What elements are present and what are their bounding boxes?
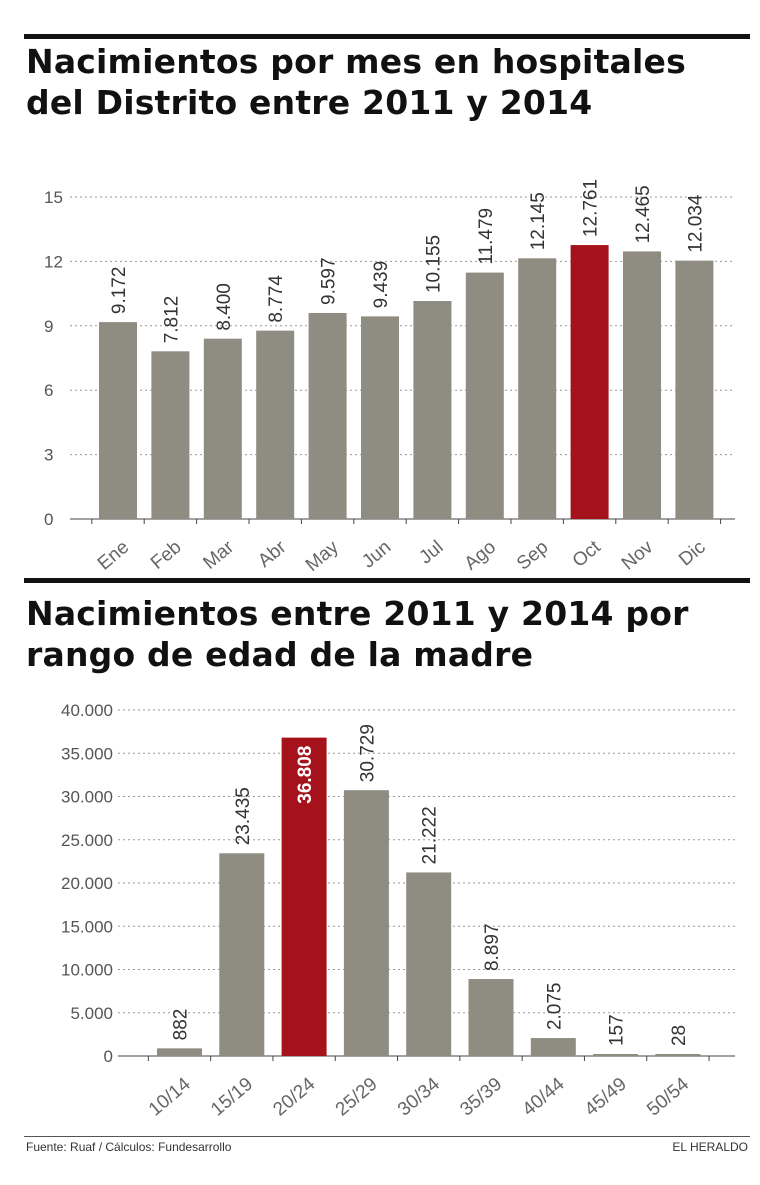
y-tick-label: 15 [44,188,63,207]
value-label-20-24: 36.808 [295,746,316,804]
value-label-Ene: 9.172 [109,267,130,315]
brand-label: EL HERALDO [672,1140,748,1154]
value-label-50-54: 28 [669,1025,690,1046]
value-label-Feb: 7.812 [161,296,182,344]
chart-births-by-mother-age: 0 5.000 10.000 15.000 20.000 25.000 30.000 35.0… [61,701,735,1121]
bar-50-54 [655,1054,701,1056]
value-label-10-14: 882 [171,1009,192,1041]
value-label-May: 9.597 [319,257,340,305]
y-tick-label: 10.000 [61,961,113,980]
category-label-Ago: Ago [461,537,500,575]
bar-Sep [518,258,557,519]
bar-Jun [361,316,399,519]
category-label-15-19: 15/19 [207,1074,257,1121]
value-label-15-19: 23.435 [233,787,254,845]
y-tick-label: 5.000 [70,1004,113,1023]
y-tick-label: 35.000 [61,744,113,763]
category-label-Abr: Abr [254,536,291,572]
value-label-Dic: 12.034 [685,194,706,253]
category-label-Jul: Jul [416,537,448,569]
footer-rule [24,1136,750,1137]
bar-Mar [203,338,242,519]
y-tick-label: 12 [44,252,63,271]
bar-May [308,312,347,519]
y-tick-label: 20.000 [61,874,113,893]
value-label-45-49: 157 [607,1014,628,1046]
value-label-Abr: 8.774 [266,275,287,323]
source-note: Fuente: Ruaf / Cálculos: Fundesarrollo [26,1140,232,1154]
y-tick-label: 30.000 [61,788,113,807]
y-tick-label: 9 [44,317,53,336]
category-label-Ene: Ene [94,537,133,575]
category-label-Dic: Dic [675,537,710,571]
chart2-title: Nacimientos entre 2011 y 2014 por rango … [26,594,689,674]
value-label-Jun: 9.439 [371,261,392,309]
y-tick-label: 6 [44,381,53,400]
category-label-40-44: 40/44 [519,1073,569,1120]
value-label-Sep: 12.145 [528,192,549,250]
bar-20-24 [281,737,327,1056]
bar-Abr [256,330,295,519]
value-label-Ago: 11.479 [476,208,497,265]
value-label-35-39: 8.897 [482,923,503,971]
value-label-Nov: 12.465 [633,185,654,243]
middle-rule [24,578,750,583]
category-label-Jun: Jun [358,537,395,573]
category-label-35-39: 35/39 [456,1074,506,1121]
category-label-20-24: 20/24 [269,1073,319,1120]
value-label-Oct: 12.761 [581,179,602,237]
y-tick-label: 0 [104,1047,113,1066]
category-label-10-14: 10/14 [145,1073,195,1120]
category-label-50-54: 50/54 [643,1073,693,1120]
bar-Ene [99,322,137,519]
bar-Oct [570,245,609,519]
bar-25-29 [343,790,389,1056]
bar-Ago [465,272,504,519]
bar-40-44 [530,1038,576,1056]
value-label-Jul: 10.155 [423,235,444,293]
category-label-Feb: Feb [147,537,186,574]
bar-10-14 [157,1048,202,1056]
value-label-25-29: 30.729 [357,724,378,782]
y-tick-label: 0 [44,510,53,529]
value-label-Mar: 8.400 [214,283,235,331]
bar-45-49 [593,1054,639,1056]
category-label-Oct: Oct [569,536,606,572]
y-tick-label: 15.000 [61,917,113,936]
bar-35-39 [468,979,514,1056]
category-label-25-29: 25/29 [332,1074,382,1121]
y-tick-label: 40.000 [61,701,113,720]
bar-Feb [151,351,190,519]
value-label-30-34: 21.222 [420,806,441,864]
value-label-40-44: 2.075 [544,983,565,1031]
bar-15-19 [219,853,265,1056]
category-label-May: May [302,536,343,575]
bar-Nov [623,251,661,519]
bar-Jul [413,301,452,519]
chart-births-by-month: 0 3 6 9 12 15 9.172 Ene 7.812 Feb 8.400 Mar 8.774 Abr… [44,179,735,576]
category-label-Nov: Nov [618,536,658,574]
bar-30-34 [406,872,452,1056]
y-tick-label: 25.000 [61,831,113,850]
chart1-title: Nacimientos por mes en hospitales del Di… [26,42,686,122]
category-label-Sep: Sep [513,537,552,575]
top-rule [24,34,750,39]
category-label-Mar: Mar [199,536,238,574]
y-tick-label: 3 [44,446,53,465]
category-label-45-49: 45/49 [581,1074,631,1121]
category-label-30-34: 30/34 [394,1073,444,1120]
bar-Dic [675,260,714,519]
